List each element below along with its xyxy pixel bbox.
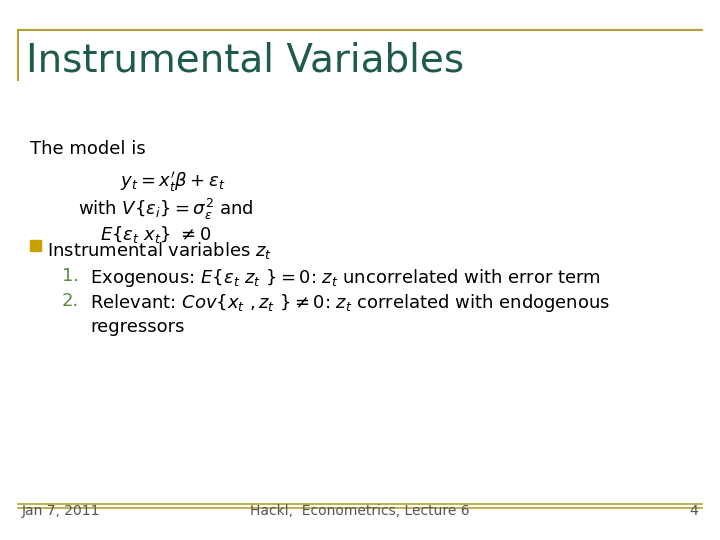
- Text: The model is: The model is: [30, 140, 145, 158]
- Text: with $V\{\varepsilon_i\} = \sigma_\varepsilon^2$ and: with $V\{\varepsilon_i\} = \sigma_\varep…: [78, 197, 253, 222]
- Text: Instrumental variables $z_t$: Instrumental variables $z_t$: [47, 240, 272, 261]
- Text: Hackl,  Econometrics, Lecture 6: Hackl, Econometrics, Lecture 6: [250, 504, 470, 518]
- Text: regressors: regressors: [90, 318, 184, 336]
- Text: Jan 7, 2011: Jan 7, 2011: [22, 504, 101, 518]
- Text: Exogenous: $E\{\varepsilon_t\ z_t\ \} = 0$: $z_t$ uncorrelated with error term: Exogenous: $E\{\varepsilon_t\ z_t\ \} = …: [90, 267, 601, 289]
- Bar: [30, 240, 41, 251]
- Text: Instrumental Variables: Instrumental Variables: [26, 42, 464, 80]
- Text: $y_t = x_t'\beta + \varepsilon_t$: $y_t = x_t'\beta + \varepsilon_t$: [120, 170, 225, 194]
- Text: Relevant: $Cov\{x_t\ , z_t\ \} \neq 0$: $z_t$ correlated with endogenous: Relevant: $Cov\{x_t\ , z_t\ \} \neq 0$: …: [90, 292, 611, 314]
- Text: 2.: 2.: [62, 292, 79, 310]
- Text: $E\{\varepsilon_t\ x_t\}\ \neq 0$: $E\{\varepsilon_t\ x_t\}\ \neq 0$: [100, 224, 212, 245]
- Text: 1.: 1.: [62, 267, 79, 285]
- Text: 4: 4: [689, 504, 698, 518]
